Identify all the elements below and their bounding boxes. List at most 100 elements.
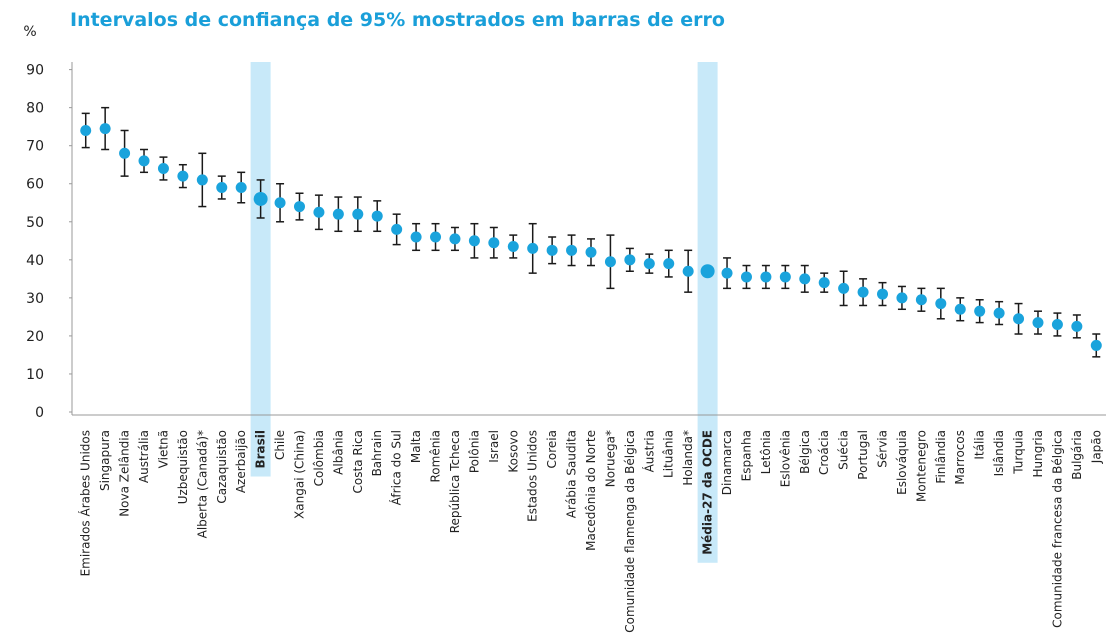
- y-tick-label: 70: [26, 139, 44, 155]
- x-tick-label: Holanda*: [681, 430, 695, 486]
- x-tick-label: África do Sul: [389, 430, 404, 505]
- point: [177, 170, 189, 182]
- point: [779, 271, 791, 283]
- x-tick-label: Finlândia: [934, 430, 948, 484]
- x-tick-label: Dinamarca: [720, 430, 734, 495]
- point: [507, 241, 519, 253]
- x-tick-label: Costa Rica: [351, 430, 365, 493]
- point: [682, 265, 694, 277]
- point: [119, 147, 131, 159]
- x-tick-label: Kosovo: [506, 430, 520, 473]
- x-tick-label: Malta: [409, 430, 423, 463]
- point: [877, 288, 889, 300]
- x-tick-label: Suécia: [837, 430, 851, 470]
- point: [196, 174, 208, 186]
- point: [700, 264, 715, 279]
- point: [274, 197, 286, 209]
- point: [391, 223, 403, 235]
- x-tick-label: Portugal: [856, 430, 870, 480]
- point: [138, 155, 150, 167]
- x-tick-label: Média-27 da OCDE: [701, 430, 715, 555]
- x-tick-label: Chile: [273, 430, 287, 460]
- point: [935, 298, 947, 310]
- x-tick-label: Xangai (China): [292, 430, 306, 519]
- x-tick-label: Noruega*: [603, 430, 617, 487]
- x-tick-label: Áustria: [641, 430, 656, 472]
- x-tick-label: Comunidade flamenga da Bélgica: [623, 430, 637, 633]
- x-tick-label: Islândia: [992, 430, 1006, 476]
- point: [1090, 339, 1102, 351]
- x-tick-label: Letônia: [759, 430, 773, 474]
- point: [566, 244, 578, 256]
- point: [643, 258, 655, 270]
- x-tick-label: Vietnã: [156, 430, 170, 468]
- y-tick-label: 80: [26, 101, 44, 117]
- point: [818, 277, 830, 289]
- point: [371, 210, 383, 222]
- y-tick-label: 30: [26, 291, 44, 307]
- x-tick-label: Romênia: [429, 430, 443, 483]
- y-tick-label: 40: [26, 253, 44, 269]
- point: [663, 258, 675, 270]
- x-tick-label: Turquia: [1012, 430, 1026, 475]
- x-tick-label: Bahrain: [370, 430, 384, 476]
- chart-title: Intervalos de confiança de 95% mostrados…: [70, 9, 725, 31]
- x-tick-label: Hungria: [1031, 430, 1045, 477]
- point: [546, 244, 558, 256]
- y-tick-label: 50: [26, 215, 44, 231]
- highlights: [250, 62, 718, 563]
- x-tick-label: Sérvia: [876, 430, 890, 468]
- x-tick-label: Brasil: [254, 430, 268, 469]
- x-tick-label: Itália: [973, 430, 987, 460]
- point: [410, 231, 422, 243]
- point: [313, 206, 325, 218]
- x-tick-label: Estados Unidos: [526, 430, 540, 522]
- x-tick-label: Emirados Árabes Unidos: [78, 430, 93, 576]
- y-axis-label: %: [23, 24, 36, 40]
- x-tick-label: Lituânia: [662, 430, 676, 478]
- y-tick-label: 60: [26, 177, 44, 193]
- x-tick-label: República Tcheca: [448, 430, 462, 533]
- y-tick-label: 20: [26, 329, 44, 345]
- point: [352, 208, 364, 220]
- x-tick-label: Croácia: [817, 430, 831, 475]
- x-tick-label: Alberta (Canadá)*: [195, 430, 209, 538]
- point: [585, 246, 597, 258]
- x-tick-label: Israel: [487, 430, 501, 463]
- x-tick-label: Macedônia do Norte: [584, 430, 598, 551]
- x-tick-label: Austrália: [137, 430, 151, 483]
- x-tick-label: Espanha: [739, 430, 753, 481]
- point: [896, 292, 908, 304]
- point: [468, 235, 480, 247]
- point: [624, 254, 636, 266]
- x-tick-label: Uzbequistão: [176, 430, 190, 504]
- x-tick-label: Eslováquia: [895, 430, 909, 495]
- point: [157, 163, 169, 175]
- x-tick-label: Bélgica: [798, 430, 812, 474]
- point: [838, 282, 850, 294]
- point: [721, 267, 733, 279]
- point: [954, 303, 966, 315]
- x-tick-label: Azerbaijão: [234, 430, 248, 493]
- point: [740, 271, 752, 283]
- x-tick-label: Eslovênia: [778, 430, 792, 487]
- point: [857, 286, 869, 298]
- y-tick-label: 0: [35, 405, 44, 421]
- point: [430, 231, 442, 243]
- x-tick-label: Japão: [1089, 430, 1103, 464]
- point: [974, 305, 986, 317]
- x-tick-label: Colômbia: [312, 430, 326, 486]
- x-tick-label: Nova Zelândia: [118, 430, 132, 517]
- point: [1051, 319, 1063, 330]
- point: [99, 123, 111, 135]
- point: [1071, 320, 1083, 332]
- point: [293, 201, 305, 213]
- y-tick-label: 10: [26, 367, 44, 383]
- point: [80, 124, 92, 136]
- y-tick-label: 90: [26, 63, 44, 79]
- point: [993, 307, 1005, 319]
- point: [527, 242, 539, 254]
- x-tick-label: Polônia: [467, 430, 481, 473]
- point: [760, 271, 772, 283]
